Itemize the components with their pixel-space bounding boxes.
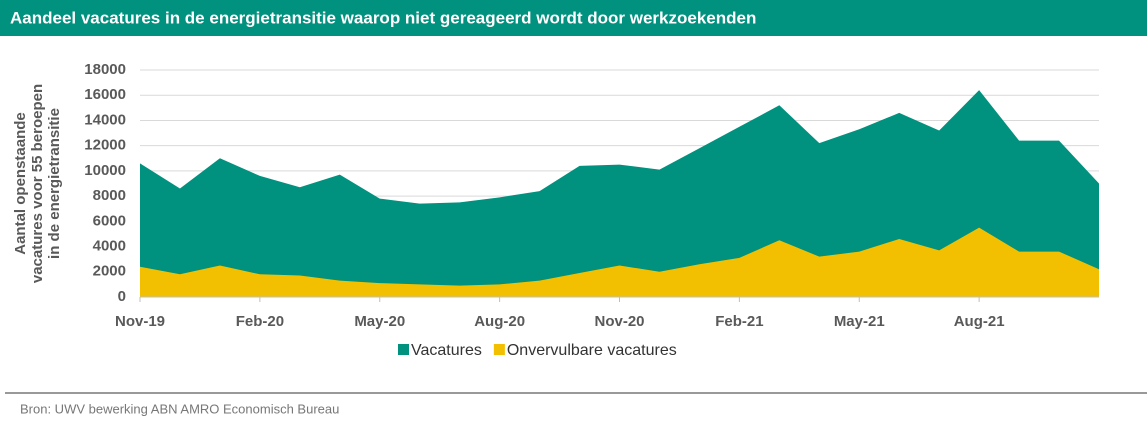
y-tick-label: 0	[118, 288, 126, 305]
legend-swatch	[493, 344, 505, 355]
y-axis-label-line: Aantal openstaande	[12, 112, 29, 255]
x-tick-label: Nov-19	[115, 313, 165, 330]
x-tick-label: May-21	[834, 313, 885, 330]
y-tick-label: 18000	[84, 61, 126, 78]
x-tick-label: Feb-21	[715, 313, 763, 330]
legend-label: Vacatures	[411, 342, 482, 359]
x-tick-label: Feb-20	[236, 313, 284, 330]
chart-title: Aandeel vacatures in de energietransitie…	[10, 8, 756, 27]
y-axis-label-line: vacatures voor 55 beroepen	[29, 84, 46, 283]
title-band	[0, 0, 1147, 36]
y-tick-label: 16000	[84, 86, 126, 103]
y-axis-label: Aantal openstaandevacatures voor 55 bero…	[12, 84, 63, 283]
y-tick-label: 2000	[93, 263, 126, 280]
area	[140, 90, 1099, 297]
x-tick-label: May-20	[354, 313, 405, 330]
x-tick-label: Aug-20	[474, 313, 525, 330]
legend: Vacatures Onvervulbare vacatures	[398, 342, 677, 359]
legend-swatch	[398, 344, 409, 355]
area	[140, 227, 1099, 297]
y-tick-label: 10000	[84, 162, 126, 179]
y-tick-label: 12000	[84, 137, 126, 154]
y-tick-label: 8000	[93, 187, 126, 204]
x-tick-label: Aug-21	[954, 313, 1005, 330]
legend-label: Onvervulbare vacatures	[507, 342, 677, 359]
y-tick-label: 6000	[93, 212, 126, 229]
source: Bron: UWV bewerking ABN AMRO Economisch …	[20, 401, 339, 416]
y-tick-label: 14000	[84, 111, 126, 128]
y-tick-label: 4000	[93, 238, 126, 255]
y-axis-label-line: in de energietransitie	[46, 108, 63, 259]
x-tick-label: Nov-20	[594, 313, 644, 330]
